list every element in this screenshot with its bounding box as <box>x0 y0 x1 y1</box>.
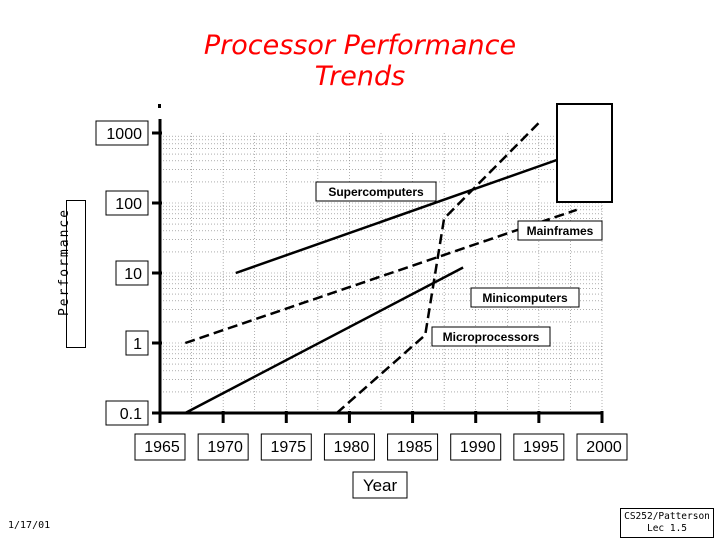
series-line-supercomputers <box>235 147 590 275</box>
x-tick-label: 1985 <box>397 439 433 456</box>
series-label-box <box>315 181 437 202</box>
x-tick-label: 1995 <box>523 439 559 456</box>
x-tick-label-box <box>576 433 628 461</box>
y-tick-label-box <box>115 260 149 286</box>
x-tick-label-box <box>134 433 186 461</box>
slide-title-line-2: Trends <box>314 61 406 92</box>
footer-date: 1/17/01 <box>8 520 51 531</box>
y-axis-label: Performance <box>57 207 72 317</box>
chart-grid <box>159 133 603 414</box>
chart-series-labels: Supercomputers Mainframes Minicomputers Mic… <box>315 181 603 347</box>
x-tick-label-box <box>387 433 439 461</box>
y-tick-label-box <box>125 330 149 356</box>
x-tick-label: 1965 <box>144 439 180 456</box>
x-tick-label: 1975 <box>270 439 306 456</box>
y-tick-label: 0.1 <box>120 406 142 423</box>
axis-top-marker <box>158 104 161 108</box>
y-tick-label: 100 <box>115 196 142 213</box>
footer-course: CS252/Patterson <box>624 511 710 522</box>
y-axis-label-box <box>66 200 86 348</box>
series-line-mainframes <box>184 208 578 345</box>
y-tick-label: 1000 <box>106 126 142 143</box>
series-label-microprocessors: Microprocessors <box>443 330 540 344</box>
series-label-supercomputers: Supercomputers <box>328 185 424 199</box>
series-label-box <box>470 287 580 308</box>
y-tick-label-box <box>105 190 149 216</box>
y-tick-label: 10 <box>124 266 142 283</box>
x-tick-label: 1980 <box>334 439 370 456</box>
x-tick-label-box <box>323 433 375 461</box>
x-tick-label: 1990 <box>460 439 496 456</box>
x-tick-label-box <box>513 433 565 461</box>
y-tick-label-box <box>105 400 149 426</box>
series-label-minicomputers: Minicomputers <box>482 291 568 305</box>
x-tick-label-box <box>450 433 502 461</box>
series-label-box <box>517 220 603 241</box>
blank-inset-box <box>556 103 613 203</box>
x-tick-label: 2000 <box>586 439 622 456</box>
series-line-minicomputers <box>184 266 464 415</box>
x-axis-label-box <box>352 471 408 499</box>
chart-axes <box>152 119 604 423</box>
y-tick-label: 1 <box>133 336 142 353</box>
chart-series-lines <box>184 121 590 415</box>
x-axis-label: Year <box>363 476 398 495</box>
slide-title-line-1: Processor Performance <box>203 30 517 61</box>
x-tick-label-box <box>197 433 249 461</box>
series-line-microprocessors <box>335 121 540 414</box>
x-tick-label-box <box>260 433 312 461</box>
footer-course-ref: CS252/Patterson Lec 1.5 <box>620 508 714 538</box>
series-label-mainframes: Mainframes <box>527 224 594 238</box>
y-tick-label-box <box>95 120 149 146</box>
series-label-box <box>431 326 551 347</box>
x-tick-label: 1970 <box>207 439 243 456</box>
footer-lecture: Lec 1.5 <box>646 522 688 534</box>
